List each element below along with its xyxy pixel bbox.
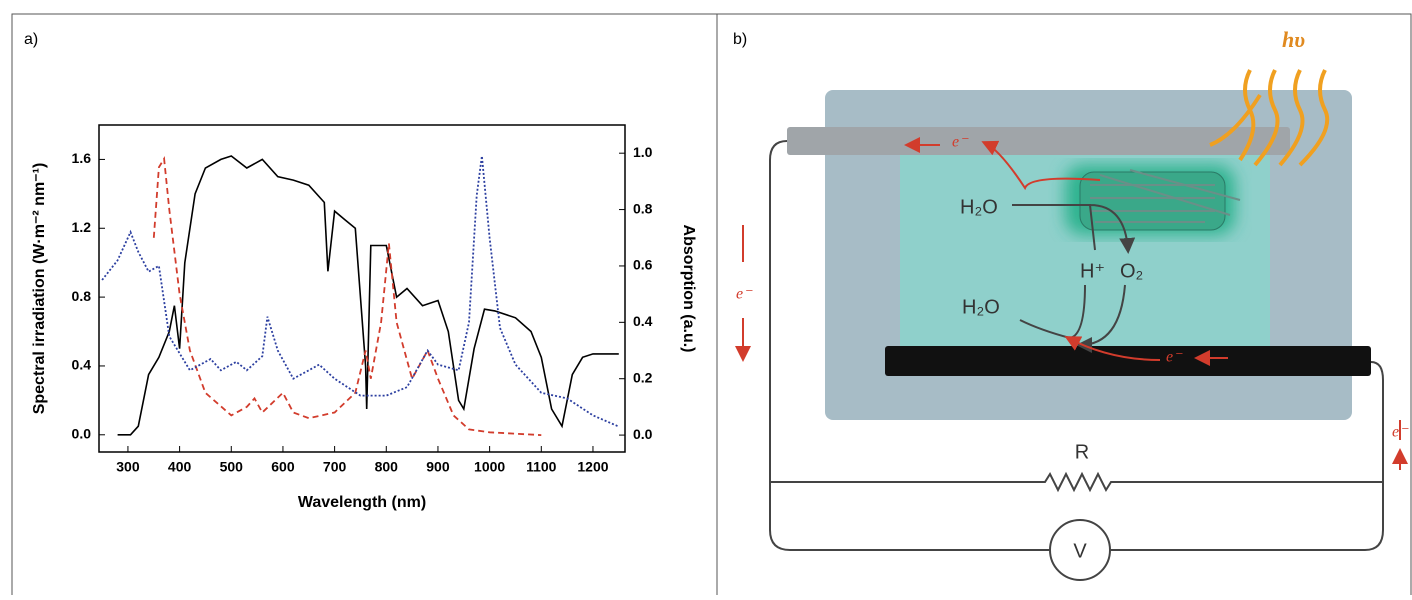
cell: hυ e⁻ H₂O H⁺ O₂ H₂O e⁻ (787, 27, 1371, 420)
label: O₂ (1120, 260, 1143, 282)
label: H₂O (962, 296, 1000, 318)
y-tick-label: 1.2 (72, 219, 92, 235)
electron-path (981, 140, 1101, 191)
series-line (117, 155, 619, 436)
label: e⁻ (1166, 349, 1183, 366)
x-tick-label: 800 (375, 459, 399, 475)
x-tick-label: 400 (168, 459, 192, 475)
label: R (1075, 441, 1089, 463)
panel-label: b) (733, 31, 747, 48)
x-tick-label: 900 (426, 459, 450, 475)
y2-tick-label: 0.6 (633, 257, 653, 273)
circuit (743, 140, 1400, 581)
x-tick-label: 1100 (526, 459, 557, 475)
y2-tick-label: 0.8 (633, 200, 653, 216)
x-tick-label: 700 (323, 459, 347, 475)
y-axis-title: Spectral irradiation (W·m⁻² nm⁻¹) (31, 163, 48, 415)
light-label: hυ (1282, 27, 1305, 52)
y-tick-label: 0.0 (72, 425, 92, 441)
cathode (885, 346, 1371, 376)
label: e⁻ (952, 134, 969, 151)
light-rays (1209, 69, 1330, 167)
label: H⁺ (1080, 260, 1105, 282)
series-line (152, 156, 542, 436)
electron-path (1064, 336, 1161, 361)
y2-tick-label: 0.4 (633, 313, 653, 329)
label: e⁻ (736, 286, 753, 303)
voltmeter (1049, 519, 1111, 581)
x-tick-label: 1200 (577, 459, 608, 475)
nanostructure (1090, 169, 1241, 223)
panel-label: a) (24, 31, 38, 48)
x-tick-label: 1000 (474, 459, 505, 475)
y2-tick-label: 0.2 (633, 369, 653, 385)
frame (11, 13, 1412, 600)
y-tick-label: 1.6 (72, 150, 92, 166)
label: H₂O (960, 196, 998, 218)
x-tick-label: 300 (116, 459, 140, 475)
y-tick-label: 0.8 (72, 288, 92, 304)
x-tick-label: 600 (271, 459, 295, 475)
x-axis-title: Wavelength (nm) (298, 494, 426, 511)
y-tick-label: 0.4 (72, 357, 92, 373)
y2-tick-label: 1.0 (633, 144, 653, 160)
x-tick-label: 500 (220, 459, 244, 475)
plot: 300 400 500 600 700 800 900 1000 1100 1200 0.0 0.4 0… (31, 124, 697, 511)
resistor (770, 471, 1383, 493)
y2-tick-label: 0.0 (633, 426, 653, 442)
y2-axis-title: Absorption (a.u.) (680, 225, 697, 353)
arrow (1012, 204, 1128, 250)
wire (769, 140, 1384, 551)
label: e⁻ (1392, 424, 1409, 441)
plot-frame (98, 124, 626, 453)
label: V (1073, 540, 1087, 562)
